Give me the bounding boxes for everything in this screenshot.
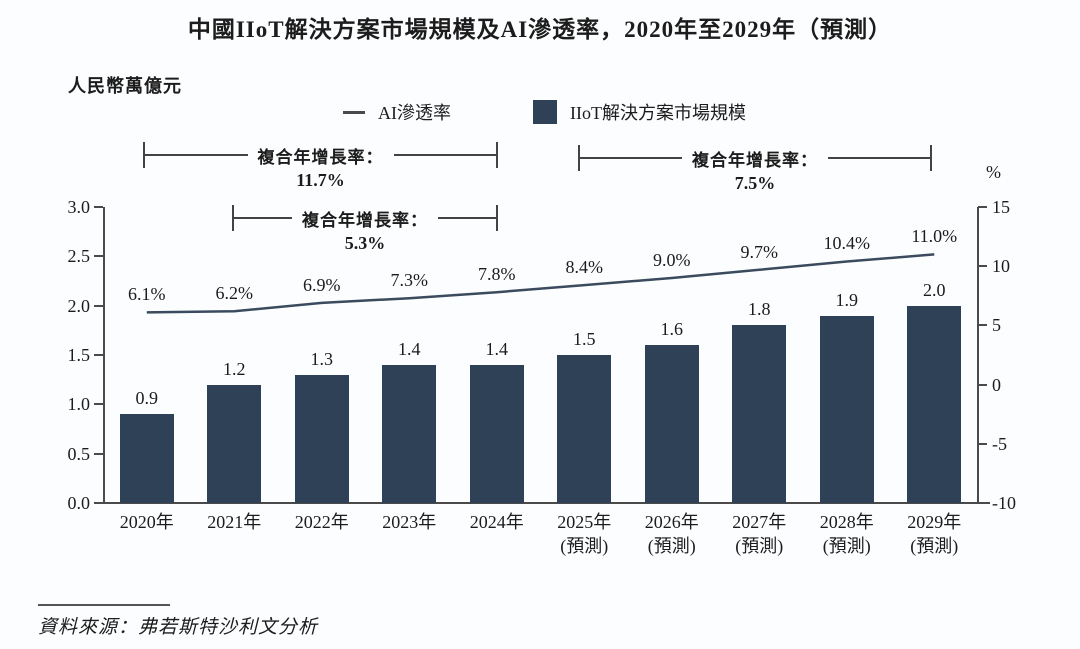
left-axis-tick — [94, 452, 103, 455]
penetration-point-label: 7.3% — [390, 270, 429, 291]
left-axis-tick-label: 0.5 — [67, 443, 91, 464]
penetration-point-label: 7.8% — [478, 264, 516, 285]
bar-value-label: 1.8 — [748, 299, 771, 320]
penetration-point-label: 8.4% — [565, 257, 604, 278]
cagr-bracket-2021-2024: 複合年增長率： 5.3% — [232, 205, 498, 254]
right-axis-unit-label: % — [986, 162, 1001, 182]
bar-value-label: 1.4 — [485, 338, 509, 359]
bar-value-label: 1.5 — [573, 329, 596, 349]
bar-value-label: 1.3 — [310, 348, 334, 369]
x-axis-label: 2026年 (預測) — [644, 512, 699, 556]
line-swatch-icon — [343, 110, 365, 114]
right-axis-tick-label: 0 — [992, 374, 1001, 395]
legend-bar-label: IIoT解決方案市場規模 — [570, 103, 746, 123]
left-axis-tick — [94, 206, 103, 208]
right-axis-tick-label: -10 — [992, 493, 1016, 513]
bar-value-label: 2.0 — [923, 279, 946, 300]
cagr-bracket-line: 複合年增長率： — [143, 142, 498, 168]
cagr-label: 複合年增長率： — [692, 150, 818, 170]
penetration-point-label: 9.7% — [740, 241, 779, 262]
market-size-bar — [907, 305, 962, 503]
penetration-point-label: 6.2% — [215, 283, 254, 304]
bar-value-label: 0.9 — [135, 388, 159, 409]
market-size-bar — [207, 384, 262, 503]
cagr-value: 5.3% — [344, 233, 386, 253]
bar-value-label: 1.9 — [835, 289, 859, 310]
cagr-bracket-2025-2029: 複合年增長率： 7.5% — [578, 145, 932, 194]
left-axis-tick-label: 1.0 — [67, 394, 91, 415]
cagr-label: 複合年增長率： — [302, 210, 428, 230]
x-axis — [95, 502, 990, 504]
x-axis-label: 2022年 — [294, 512, 349, 532]
right-y-axis — [977, 207, 979, 503]
market-size-bar — [557, 355, 612, 503]
bar-value-label: 1.6 — [660, 319, 684, 340]
bar-value-label: 1.4 — [398, 338, 421, 359]
penetration-point-label: 6.1% — [128, 284, 166, 305]
market-size-bar — [119, 414, 174, 503]
left-axis-tick — [94, 255, 103, 258]
bracket-cap-right — [930, 145, 932, 171]
left-axis-tick-label: 2.0 — [67, 295, 91, 316]
left-axis-tick — [94, 403, 103, 406]
left-axis-tick-label: 0.0 — [67, 493, 91, 513]
left-axis-tick — [94, 502, 103, 504]
cagr-value: 7.5% — [734, 173, 776, 193]
penetration-point-label: 6.9% — [303, 274, 341, 295]
cagr-value: 11.7% — [296, 170, 345, 190]
right-axis-tick — [978, 383, 987, 386]
source-divider — [38, 604, 170, 606]
right-axis-tick-label: 10 — [992, 256, 1010, 277]
left-axis-tick — [94, 354, 103, 356]
market-size-bar — [382, 364, 437, 503]
market-size-bar — [819, 315, 874, 503]
right-axis-tick-label: 5 — [992, 315, 1001, 336]
x-axis-label: 2023年 — [382, 512, 437, 532]
right-axis-tick — [978, 324, 987, 327]
market-size-bar — [644, 345, 699, 503]
right-axis-tick-label: -5 — [992, 433, 1007, 454]
penetration-point-label: 9.0% — [653, 250, 691, 271]
left-axis-unit-label: 人民幣萬億元 — [68, 76, 182, 96]
left-axis-tick — [94, 304, 103, 307]
x-axis-label: 2029年 (預測) — [907, 512, 962, 556]
penetration-point-label: 10.4% — [823, 233, 871, 254]
cagr-label: 複合年增長率： — [257, 147, 384, 167]
penetration-point-label: 11.0% — [911, 226, 958, 247]
right-axis-tick — [978, 502, 987, 504]
x-axis-label: 2028年 (預測) — [819, 512, 874, 556]
right-axis-tick — [978, 206, 987, 208]
market-size-bar — [294, 374, 349, 503]
right-axis-tick-label: 15 — [992, 197, 1010, 217]
left-axis-tick-label: 3.0 — [67, 197, 91, 217]
bracket-cap-left — [143, 142, 145, 168]
cagr-bracket-2020-2024: 複合年增長率： 11.7% — [143, 142, 498, 191]
x-axis-label: 2025年 (預測) — [557, 512, 612, 556]
bracket-cap-right — [496, 142, 498, 168]
market-size-bar — [732, 325, 787, 503]
left-axis-tick-label: 1.5 — [67, 345, 91, 365]
legend-item-market-size: IIoT解決方案市場規模 — [533, 100, 746, 124]
left-y-axis — [103, 207, 105, 503]
left-axis-tick-label: 2.5 — [67, 246, 91, 267]
right-axis-tick — [978, 265, 987, 268]
bracket-cap-left — [232, 205, 234, 231]
legend-line-label: AI滲透率 — [378, 103, 451, 123]
bar-value-label: 1.2 — [223, 358, 246, 379]
x-axis-label: 2020年 — [119, 512, 174, 532]
x-axis-label: 2021年 — [207, 512, 262, 532]
legend-item-penetration: AI滲透率 — [343, 100, 451, 124]
bracket-cap-left — [578, 145, 580, 171]
right-axis-tick — [978, 442, 987, 445]
cagr-bracket-line: 複合年增長率： — [578, 145, 932, 171]
source-note: 資料來源：弗若斯特沙利文分析 — [38, 617, 319, 638]
cagr-bracket-line: 複合年增長率： — [232, 205, 498, 231]
bar-swatch-icon — [533, 100, 557, 124]
bracket-cap-right — [496, 205, 498, 231]
x-axis-label: 2024年 — [469, 512, 524, 532]
x-axis-label: 2027年 (預測) — [732, 512, 787, 556]
market-size-bar — [469, 364, 524, 503]
chart-title: 中國IIoT解決方案市場規模及AI滲透率，2020年至2029年（預測） — [187, 17, 893, 42]
